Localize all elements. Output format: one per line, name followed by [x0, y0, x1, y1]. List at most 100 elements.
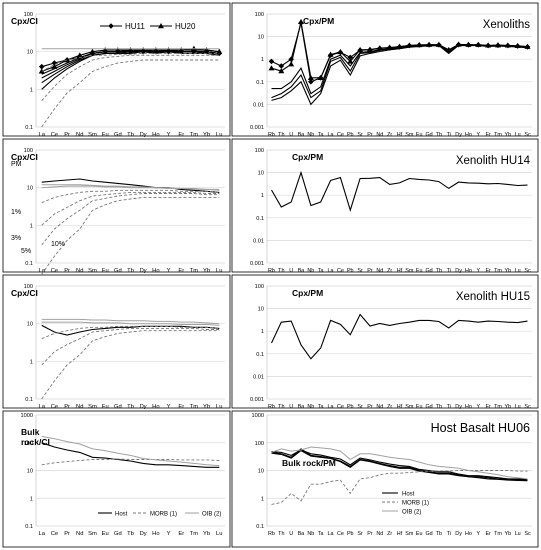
x-tick-label: Ho — [152, 268, 159, 274]
x-tick-label: Tb — [127, 268, 134, 274]
x-tick-label: Er — [178, 268, 184, 274]
series-line-9 — [41, 59, 220, 128]
curve-annotation: 5% — [21, 248, 31, 255]
x-tick-label: Gd — [114, 404, 122, 410]
x-tick-label: Zr — [387, 531, 392, 537]
x-tick-label: Tb — [436, 531, 442, 537]
x-tick-label: Sc — [524, 132, 531, 138]
x-tick-label: Sm — [88, 404, 97, 410]
panel-subtitle: Xenoliths — [483, 19, 531, 31]
y-tick-label: 1000 — [252, 413, 264, 419]
data-point — [288, 61, 295, 67]
data-point — [76, 52, 83, 58]
y-tick-label: 0.1 — [256, 80, 264, 86]
y-tick-label: 0.001 — [250, 397, 264, 403]
x-tick-label: Sm — [88, 531, 97, 537]
x-tick-label: Eu — [416, 132, 423, 138]
y-tick-label: 0.001 — [250, 125, 264, 131]
chart-panel-p6: 0.001 0.01 0.1 1 10 100 Rb Th U Ba Nb Ta La Ce Pb Sr Pr N… — [231, 274, 539, 410]
series-line-5 — [41, 193, 220, 246]
x-tick-label: Y — [476, 531, 480, 537]
series-line-oib-2- — [271, 446, 528, 480]
x-tick-label: Sr — [357, 268, 363, 274]
x-tick-label: U — [289, 132, 293, 138]
x-tick-label: Lu — [216, 268, 222, 274]
series-line-3 — [41, 189, 220, 204]
y-tick-label: 0.1 — [25, 261, 33, 267]
x-tick-label: Ce — [51, 132, 58, 138]
data-point — [347, 58, 354, 64]
y-tick-label: 10 — [27, 469, 33, 475]
x-tick-label: Er — [178, 531, 184, 537]
x-tick-label: La — [328, 531, 334, 537]
y-tick-label: 100 — [24, 12, 33, 18]
legend-label: Host — [402, 492, 415, 498]
series-line-0 — [41, 324, 220, 336]
x-tick-label: Nb — [307, 531, 314, 537]
x-tick-label: Rb — [268, 531, 275, 537]
x-tick-label: Sm — [405, 268, 414, 274]
data-point — [308, 79, 314, 85]
x-tick-label: U — [289, 268, 293, 274]
y-tick-label: 100 — [24, 284, 33, 290]
x-tick-label: Ho — [152, 531, 159, 537]
x-tick-label: Dy — [455, 268, 462, 274]
panel-title: Cpx/PM — [303, 16, 334, 26]
series-line-2 — [41, 321, 220, 326]
x-tick-label: La — [39, 268, 46, 274]
legend-label: OIB (2) — [202, 512, 221, 518]
x-tick-label: Sm — [88, 132, 97, 138]
panel-title: rock/CI — [21, 437, 50, 447]
series-line-host — [271, 449, 528, 480]
data-point — [268, 65, 275, 71]
series-line-8 — [41, 54, 220, 101]
data-point — [337, 48, 344, 55]
x-tick-label: Tm — [190, 404, 199, 410]
x-tick-label: Sr — [357, 132, 363, 138]
x-tick-label: Ti — [447, 404, 451, 410]
x-tick-label: Pr — [64, 531, 70, 537]
x-tick-label: Yb — [203, 132, 210, 138]
x-tick-label: Gd — [425, 268, 432, 274]
panel-title: Bulk rock/PM — [282, 458, 336, 468]
legend-label: HU11 — [125, 22, 145, 31]
x-tick-label: Ce — [51, 404, 58, 410]
x-tick-label: Ti — [447, 268, 451, 274]
x-tick-label: Dy — [455, 132, 462, 138]
y-tick-label: 0.1 — [256, 216, 264, 222]
x-tick-label: Hf — [397, 404, 403, 410]
series-line-host — [271, 449, 528, 482]
x-tick-label: Ba — [298, 404, 305, 410]
x-tick-label: Ce — [51, 531, 58, 537]
y-tick-label: 10 — [258, 307, 264, 313]
x-tick-label: Ce — [337, 404, 344, 410]
x-tick-label: Tb — [436, 268, 442, 274]
chart-panel-p3: 0.1 1 10 100 La Ce Pr Nd Sm Eu Gd Tb Dy Ho Y Er Tm Yb Lu Cp… — [2, 138, 231, 275]
chart-panel-p5: 0.1 1 10 100 La Ce Pr Nd Sm Eu Gd Tb Dy Ho Y Er Tm Yb Lu Cp… — [2, 274, 231, 410]
x-tick-label: Sc — [524, 531, 531, 537]
panel-frame — [2, 410, 231, 548]
x-tick-label: La — [328, 132, 334, 138]
x-tick-label: Dy — [140, 531, 147, 537]
series-line-2 — [41, 49, 220, 75]
x-tick-label: Sc — [524, 268, 531, 274]
panel-title: Cpx/PM — [292, 288, 323, 298]
data-point — [298, 18, 305, 25]
y-tick-label: 1 — [30, 359, 33, 365]
y-tick-label: 0.01 — [253, 374, 264, 380]
x-tick-label: Th — [278, 404, 284, 410]
panel-subtitle: Xenolith HU14 — [456, 155, 531, 167]
x-tick-label: Yb — [203, 268, 210, 274]
x-tick-label: Pr — [367, 132, 373, 138]
x-tick-label: La — [328, 268, 334, 274]
x-tick-label: Sm — [405, 132, 414, 138]
x-tick-label: Y — [476, 268, 480, 274]
x-tick-label: Ba — [298, 531, 305, 537]
x-tick-label: Nd — [76, 404, 83, 410]
series-line-3 — [41, 325, 220, 340]
x-tick-label: Eu — [416, 268, 423, 274]
x-tick-label: Y — [476, 132, 480, 138]
x-tick-label: Pb — [347, 531, 354, 537]
x-tick-label: U — [289, 531, 293, 537]
series-line-7 — [41, 52, 220, 72]
